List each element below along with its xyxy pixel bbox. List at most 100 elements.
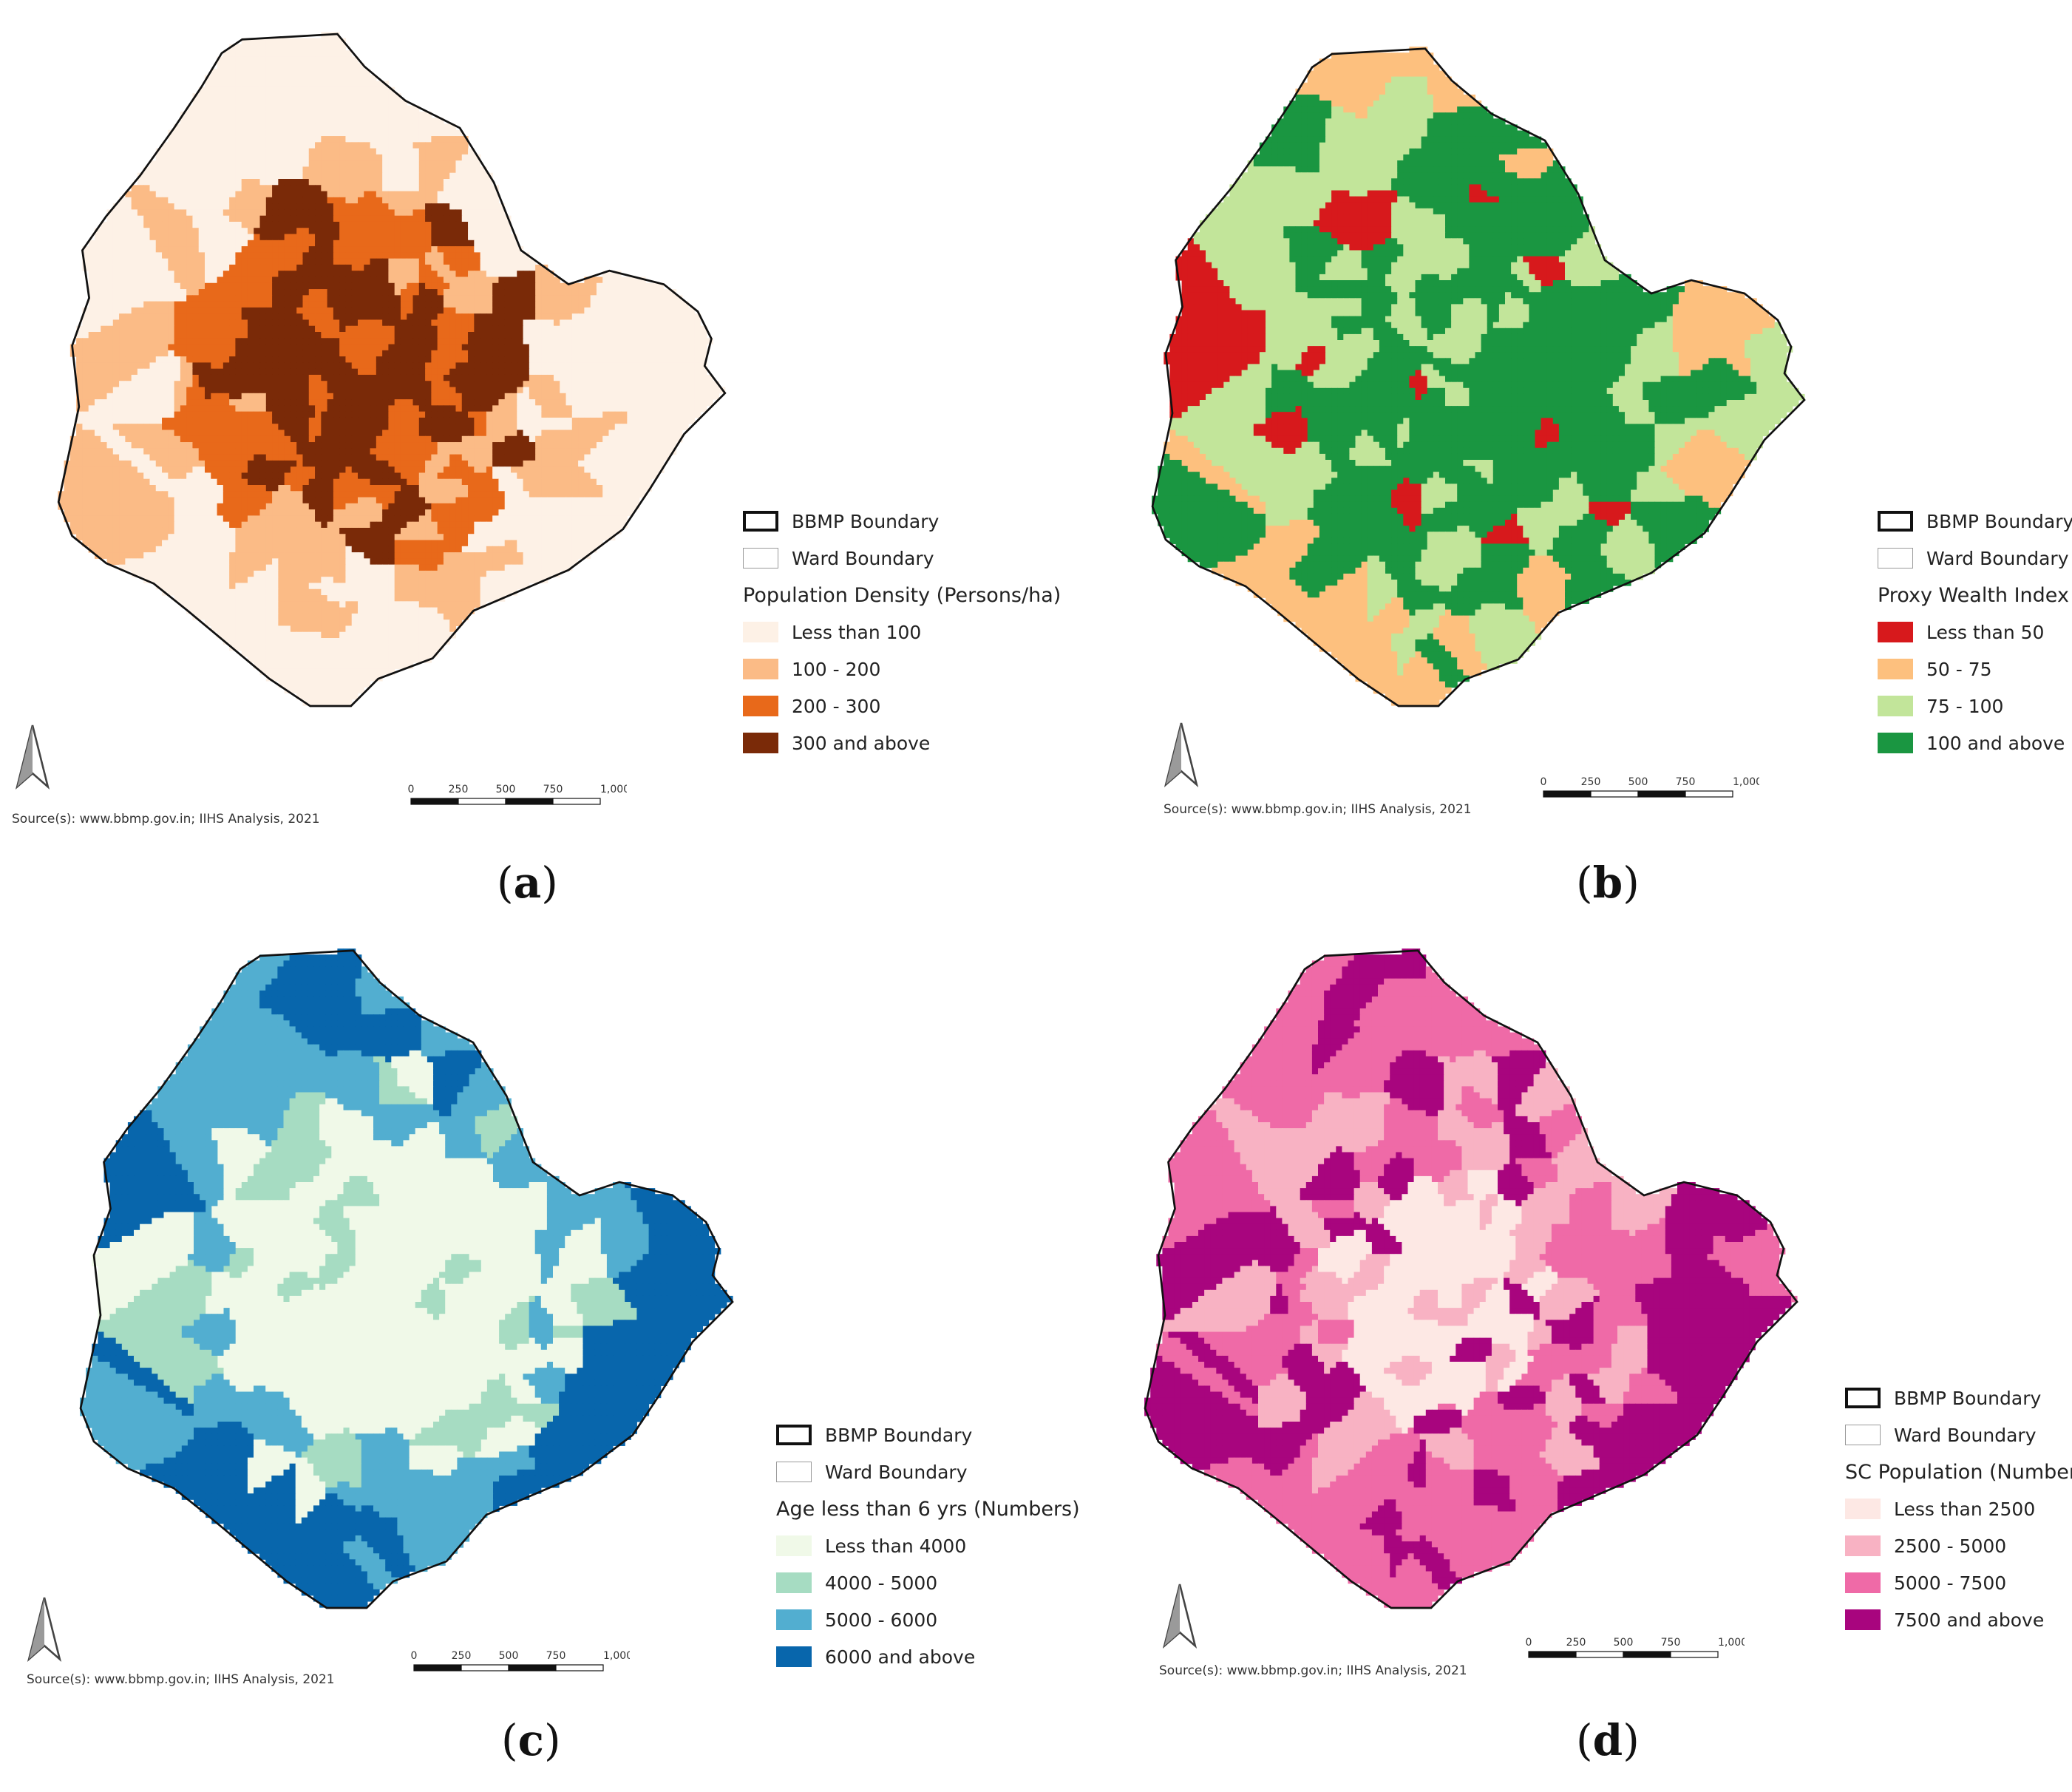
ward-cell (523, 350, 530, 357)
ward-cell (492, 209, 499, 217)
ward-cell (88, 295, 95, 302)
ward-cell (284, 381, 291, 388)
ward-cell (480, 387, 487, 394)
ward-cell (247, 338, 254, 345)
ward-cell (474, 166, 481, 174)
ward-cell (388, 381, 395, 388)
ward-cell (498, 338, 506, 345)
ward-cell (82, 424, 89, 431)
ward-cell (254, 258, 261, 265)
ward-cell (614, 356, 622, 363)
ward-cell (480, 295, 487, 302)
ward-cell (168, 448, 175, 455)
ward-cell (364, 350, 371, 357)
ward-cell (76, 454, 83, 461)
ward-cell (498, 387, 506, 394)
ward-cell (571, 338, 579, 345)
ward-cell (186, 221, 193, 228)
ward-cell (168, 191, 175, 198)
ward-cell (461, 325, 469, 333)
ward-cell (315, 240, 322, 247)
ward-cell (358, 234, 364, 241)
ward-cell (241, 246, 248, 253)
ward-cell (333, 276, 340, 284)
ward-cell (192, 435, 200, 443)
ward-cell (155, 264, 163, 271)
ward-cell (370, 344, 377, 351)
ward-cell (272, 142, 279, 149)
ward-cell (155, 417, 163, 424)
ward-cell (474, 387, 481, 394)
ward-cell (535, 430, 542, 437)
ward-cell (455, 240, 463, 247)
ward-cell (388, 393, 395, 400)
ward-cell (651, 362, 659, 370)
ward-cell (700, 325, 707, 333)
ward-cell (492, 387, 499, 394)
ward-cell (327, 276, 334, 284)
ward-cell (449, 252, 457, 259)
ward-cell (455, 338, 463, 345)
ward-cell (339, 99, 346, 106)
ward-cell (241, 405, 248, 413)
ward-cell (101, 454, 108, 461)
ward-cell (511, 246, 517, 253)
ward-cell (455, 148, 463, 155)
ward-cell (394, 197, 401, 204)
ward-cell (394, 442, 401, 449)
ward-cell (455, 424, 463, 431)
ward-cell (412, 417, 420, 424)
ward-cell (455, 179, 463, 186)
ward-cell (235, 387, 242, 394)
ward-cell (82, 319, 89, 327)
ward-cell (560, 393, 567, 400)
ward-cell (351, 325, 359, 333)
ward-cell (94, 252, 101, 259)
ward-cell (394, 435, 401, 443)
ward-cell (149, 356, 157, 363)
ward-cell (688, 374, 695, 381)
ward-cell (186, 313, 193, 320)
ward-cell (247, 172, 254, 180)
ward-cell (88, 460, 95, 467)
ward-cell (639, 282, 646, 290)
ward-cell (155, 221, 163, 228)
ward-cell (394, 399, 401, 406)
ward-cell (535, 387, 542, 394)
ward-cell (670, 295, 677, 302)
ward-cell (584, 332, 591, 339)
ward-cell (584, 368, 591, 376)
ward-cell (560, 448, 567, 455)
ward-cell (265, 454, 273, 461)
ward-cell (137, 179, 144, 186)
ward-cell (455, 356, 463, 363)
ward-cell (351, 344, 359, 351)
ward-cell (265, 276, 273, 284)
ward-cell (284, 258, 291, 265)
ward-cell (449, 332, 457, 339)
ward-cell (180, 356, 187, 363)
ward-cell (290, 62, 297, 69)
ward-cell (449, 411, 457, 418)
ward-cell (535, 442, 542, 449)
ward-cell (69, 448, 77, 455)
ward-cell (407, 430, 414, 437)
ward-cell (192, 448, 200, 455)
ward-cell (418, 166, 426, 174)
ward-cell (461, 430, 469, 437)
ward-cell (400, 344, 407, 351)
ward-cell (437, 185, 444, 192)
ward-cell (700, 393, 707, 400)
ward-cell (388, 319, 395, 327)
ward-cell (302, 289, 310, 296)
ward-cell (149, 362, 157, 370)
ward-cell (412, 246, 420, 253)
ward-cell (235, 289, 242, 296)
ward-cell (149, 424, 157, 431)
ward-cell (565, 430, 573, 437)
ward-cell (88, 448, 95, 455)
ward-cell (431, 252, 438, 259)
ward-cell (608, 448, 616, 455)
ward-cell (94, 387, 101, 394)
ward-cell (254, 136, 261, 143)
